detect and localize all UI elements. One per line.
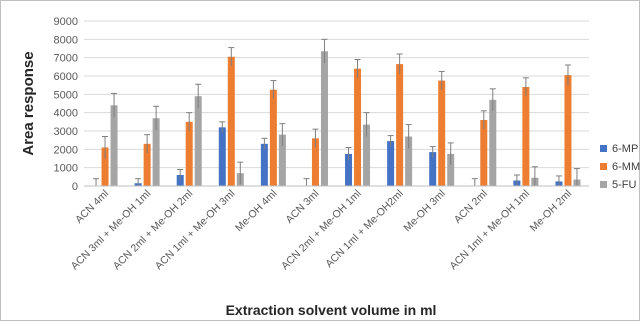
y-tick-label: 6000	[54, 71, 78, 83]
x-tick-label: ACN 1ml + Me-OH2ml	[323, 188, 406, 271]
y-tick-label: 5000	[54, 89, 78, 101]
legend-label: 6-MMP	[612, 161, 640, 173]
x-tick-label: ACN 2ml	[452, 188, 490, 226]
x-tick-label: ACN 3ml + Me-OH 1ml	[69, 188, 154, 273]
bar-5-fu	[489, 99, 497, 186]
bar-6-mp	[218, 127, 226, 186]
bar-5-fu	[320, 51, 328, 186]
bar-5-fu	[278, 134, 286, 186]
bar-6-mmp	[480, 120, 488, 186]
bar-6-mmp	[311, 138, 319, 186]
y-tick-label: 2000	[54, 144, 78, 156]
gridlines	[84, 20, 589, 169]
bar-6-mmp	[185, 121, 193, 186]
y-axis-title: Area response	[20, 51, 37, 155]
legend-label: 6-MP	[612, 143, 638, 155]
legend-swatch-6-mp	[600, 145, 607, 152]
x-tick-label: ACN 3ml	[283, 188, 321, 226]
bar-5-fu	[447, 153, 455, 186]
y-tick-label: 8000	[54, 34, 78, 46]
bar-5-fu	[194, 96, 202, 186]
legend-label: 5-FU	[612, 179, 637, 191]
legend-swatch-6-mmp	[600, 163, 607, 170]
x-axis-title: Extraction solvent volume in ml	[226, 302, 437, 318]
bar-5-fu	[405, 136, 413, 186]
x-tick-label: ACN 2ml + Me-OH 2ml	[111, 188, 196, 273]
bar-5-fu	[363, 124, 371, 186]
y-tick-label: 1000	[54, 163, 78, 175]
bar-6-mmp	[101, 147, 109, 186]
x-tick-label: Me-OH 2ml	[528, 188, 574, 234]
y-tick-label: 3000	[54, 126, 78, 138]
bars	[101, 51, 581, 186]
bar-6-mmp	[438, 80, 446, 186]
bar-6-mmp	[396, 64, 404, 186]
y-tick-labels: 0 1000 2000 3000 4000 5000 6000 7000 8000 9000	[54, 16, 78, 193]
y-tick-label: 9000	[54, 16, 78, 28]
bar-6-mmp	[564, 75, 572, 186]
bar-5-fu	[152, 118, 160, 186]
bar-6-mp	[429, 152, 437, 186]
x-tick-label: Me-OH 3ml	[401, 188, 447, 234]
x-tick-label: Me-OH 4ml	[233, 188, 279, 234]
y-tick-label: 4000	[54, 108, 78, 120]
bar-6-mmp	[354, 68, 362, 186]
bar-6-mmp	[143, 143, 151, 186]
bar-5-fu	[110, 105, 118, 186]
x-tick-label: ACN 1ml + Me-OH 1ml	[447, 188, 532, 273]
x-tick-label: ACN 1ml + Me-OH 3ml	[153, 188, 238, 273]
y-tick-label: 7000	[54, 53, 78, 65]
error-bars	[93, 38, 580, 186]
bar-6-mmp	[522, 87, 530, 186]
x-tick-label: ACN 2ml + Me-OH 1ml	[279, 188, 364, 273]
bar-6-mmp	[269, 89, 277, 186]
bar-6-mmp	[227, 56, 235, 186]
legend-swatch-5-fu	[600, 181, 607, 188]
bar-6-mp	[387, 141, 395, 186]
bar-6-mp	[345, 153, 353, 186]
y-tick-label: 0	[72, 181, 78, 193]
legend: 6-MP 6-MMP 5-FU	[600, 143, 640, 191]
bar-6-mp	[260, 143, 268, 186]
x-tick-label: ACN 4ml	[73, 188, 111, 226]
